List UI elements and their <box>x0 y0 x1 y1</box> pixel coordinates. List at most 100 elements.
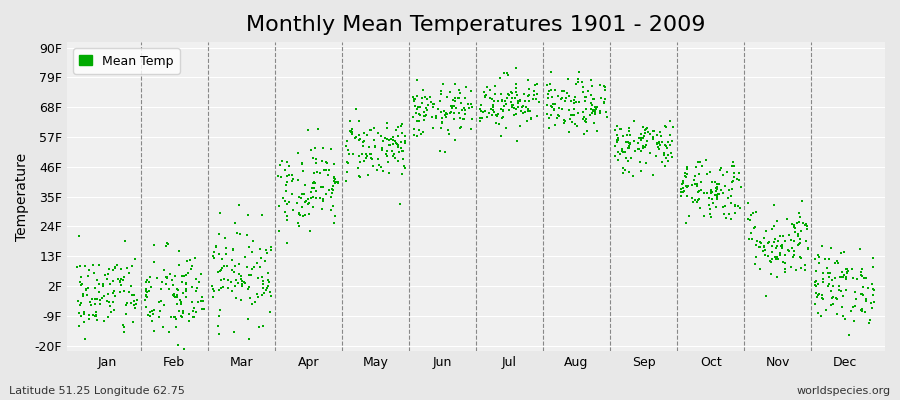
Point <box>557 120 572 126</box>
Point <box>212 287 227 293</box>
Point <box>366 137 381 144</box>
Point <box>454 114 468 121</box>
Point <box>82 266 96 273</box>
Point <box>812 254 826 261</box>
Point <box>593 108 608 114</box>
Point <box>658 142 672 148</box>
Point <box>382 142 397 148</box>
Point <box>320 167 334 174</box>
Point <box>139 293 153 300</box>
Point <box>148 258 162 265</box>
Point <box>622 168 636 175</box>
Point <box>382 137 396 143</box>
Point <box>256 290 271 296</box>
Point <box>866 255 880 261</box>
Point <box>415 100 429 106</box>
Point <box>323 194 338 201</box>
Point <box>649 153 663 159</box>
Point <box>448 94 463 101</box>
Point <box>815 292 830 298</box>
Point <box>486 109 500 115</box>
Point <box>154 298 168 304</box>
Point <box>540 95 554 101</box>
Point <box>521 77 535 84</box>
Point <box>309 160 323 166</box>
Point <box>485 96 500 102</box>
Point <box>685 182 699 188</box>
Point <box>653 142 668 148</box>
Point <box>176 346 191 352</box>
Point <box>315 184 329 190</box>
Point <box>673 193 688 199</box>
Point <box>182 318 196 324</box>
Point <box>622 140 636 146</box>
Point <box>519 104 534 110</box>
Point <box>226 246 240 253</box>
Point <box>313 170 328 176</box>
Point <box>659 143 673 149</box>
Point <box>263 289 277 296</box>
Point <box>214 266 229 273</box>
Point <box>375 146 390 153</box>
Point <box>117 274 131 280</box>
Point <box>231 202 246 208</box>
Point <box>340 147 355 153</box>
Point <box>280 173 294 179</box>
Point <box>395 130 410 137</box>
Point <box>522 92 536 98</box>
Point <box>409 110 423 116</box>
Point <box>92 262 106 268</box>
Point <box>495 97 509 104</box>
Point <box>295 160 310 166</box>
Point <box>447 136 462 143</box>
Point <box>83 299 97 305</box>
Point <box>616 165 631 172</box>
Point <box>273 162 287 169</box>
Point <box>277 209 292 216</box>
Point <box>788 225 803 231</box>
Point <box>207 248 221 255</box>
Point <box>261 277 275 283</box>
Point <box>718 182 733 189</box>
Point <box>616 149 631 155</box>
Point <box>75 300 89 306</box>
Point <box>741 216 755 222</box>
Point <box>271 172 285 179</box>
Point <box>140 294 155 300</box>
Point <box>837 249 851 255</box>
Point <box>129 300 143 307</box>
Point <box>432 98 446 104</box>
Point <box>167 294 182 301</box>
Point <box>73 302 87 308</box>
Point <box>77 311 92 318</box>
Point <box>861 320 876 327</box>
Point <box>238 279 252 285</box>
Point <box>118 237 132 244</box>
Point <box>608 126 623 133</box>
Point <box>609 138 624 144</box>
Point <box>634 131 648 137</box>
Point <box>590 128 605 134</box>
Point <box>714 187 728 193</box>
Point <box>82 316 96 322</box>
Point <box>482 109 497 116</box>
Point <box>241 212 256 218</box>
Point <box>513 98 527 104</box>
Point <box>169 316 184 322</box>
Point <box>828 260 842 267</box>
Point <box>439 110 454 117</box>
Point <box>331 180 346 186</box>
Point <box>487 98 501 104</box>
Point <box>116 324 130 330</box>
Point <box>175 314 189 320</box>
Point <box>444 108 458 115</box>
Point <box>726 159 741 166</box>
Point <box>640 138 654 144</box>
Point <box>634 134 649 141</box>
Point <box>637 133 652 139</box>
Point <box>677 187 691 194</box>
Point <box>586 96 600 102</box>
Point <box>214 277 229 284</box>
Point <box>854 291 868 297</box>
Point <box>100 276 114 282</box>
